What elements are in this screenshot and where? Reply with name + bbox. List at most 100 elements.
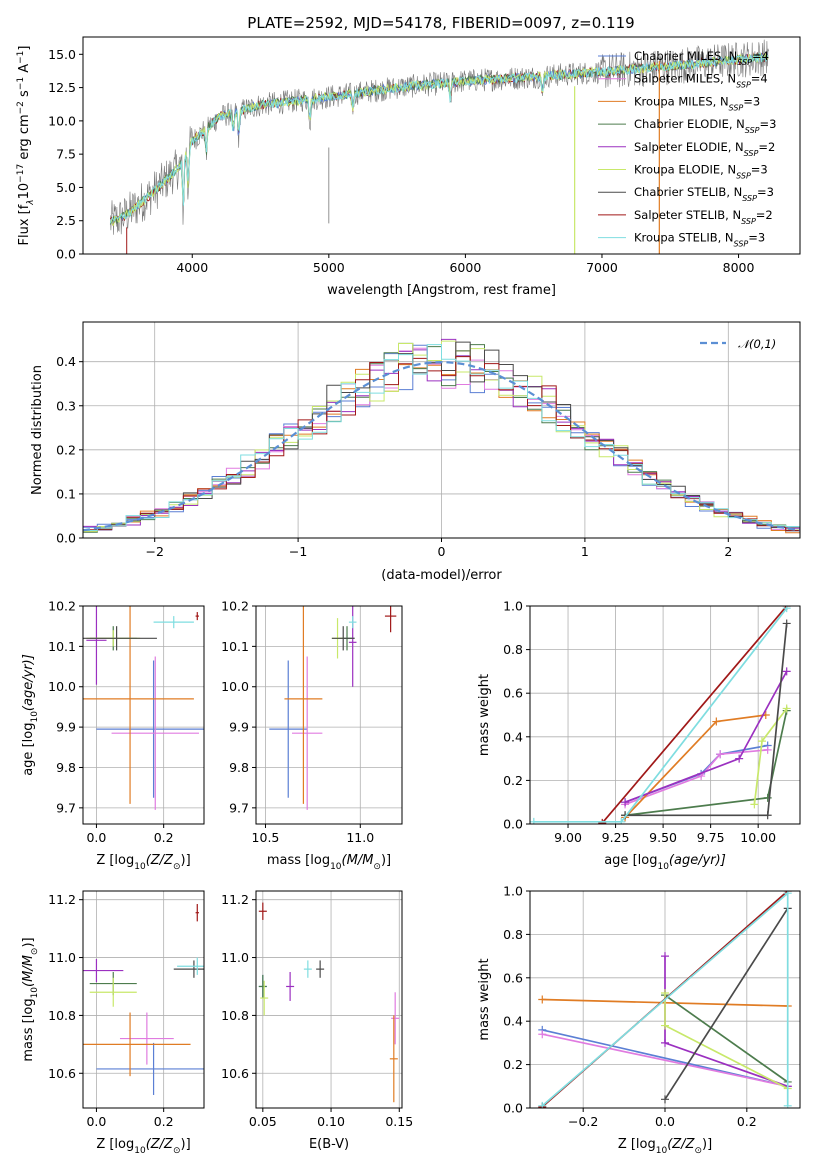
weight-series-marker [782,667,791,676]
y-tick-label: 10.6 [221,1066,249,1081]
y-axis-label: mass [log10(M/M⊙)] [21,937,40,1061]
x-tick-label: 7000 [586,260,618,275]
weight-series-marker [782,606,791,613]
y-tick-label: 0.2 [56,442,76,457]
weight-series-marker [763,811,772,820]
x-tick-label: 9.25 [602,830,630,845]
mass-weight-vs-metallicity-panel: −0.2 0.0 0.2 0.0 0.2 0.4 0.6 0.8 1.0 Z [log10(Z/Z… [477,884,801,1156]
x-tick-label: 9.50 [649,830,677,845]
weight-series-line [542,1033,788,1088]
y-tick-label: 0.4 [503,729,523,744]
x-tick-label: −0.2 [568,1114,598,1129]
x-axis-label: Z [log10(Z/Z⊙)] [96,853,190,872]
y-axis-label: mass weight [477,674,492,756]
weight-series-marker [538,1101,547,1108]
mass-vs-metallicity-panel: 0.0 0.2 10.6 10.8 11.0 11.2 Z [log10(Z/Z⊙)] mas… [21,890,205,1156]
y-tick-label: 10.8 [221,1008,249,1023]
y-tick-label: 0.1 [56,486,76,501]
legend-entry: Chabrier MILES, NSSP=4 [634,49,769,67]
age-vs-mass-panel: 10.5 11.0 9.7 9.8 9.9 10.0 10.1 10.2 mass [log10… [221,599,403,872]
weight-series-line [624,714,766,819]
x-tick-label: 0.2 [154,1114,174,1129]
weight-series-marker [750,800,759,809]
weight-series-line [664,907,789,1100]
y-tick-label: 10.0 [48,113,76,128]
weight-series-line [624,710,788,817]
y-tick-label: 0.3 [56,398,76,413]
y-tick-label: 11.2 [221,892,249,907]
x-tick-label: 0.0 [86,830,106,845]
plot-area [258,902,400,1103]
x-tick-label: 6000 [449,260,481,275]
y-tick-label: 9.8 [56,760,76,775]
axes-frame [82,890,205,1109]
x-tick-label: 0.10 [317,1114,345,1129]
x-tick-label: 0.15 [385,1114,413,1129]
weight-series-marker [621,798,630,807]
x-tick-label: 0.2 [737,1114,757,1129]
x-tick-label: 0.0 [86,1114,106,1129]
y-tick-label: 10.0 [48,679,76,694]
x-tick-label: 5000 [313,260,345,275]
x-tick-label: 0.05 [249,1114,277,1129]
axes-frame [255,890,403,1109]
weight-series-line [624,749,768,806]
x-tick-label: 9.00 [554,830,582,845]
y-tick-label: 5.0 [56,180,76,195]
y-axis-label: age [log10(age/yr)] [21,654,40,776]
legend-entry: Salpeter ELODIE, NSSP=2 [634,140,775,158]
y-tick-label: 1.0 [503,599,523,614]
weight-series-marker [783,1101,792,1108]
x-tick-label: 10.5 [252,830,280,845]
y-tick-label: 0.4 [56,354,76,369]
y-axis-label: Flux [fλ10−17 erg cm−2 s−1 A−1] [16,46,36,246]
weight-series-marker [598,818,607,824]
y-tick-label: 9.7 [56,800,76,815]
plot-area [83,338,800,538]
mass-vs-extinction-panel: 0.05 0.10 0.15 10.6 10.8 11.0 11.2 E(B-V) [221,890,413,1152]
weight-series-marker [538,995,547,1004]
x-tick-label: 9.75 [697,830,725,845]
legend-entry: Kroupa ELODIE, NSSP=3 [634,163,768,181]
y-tick-label: 0.6 [503,686,523,701]
weight-series-marker [661,1021,669,1030]
x-axis-label: Z [log10(Z/Z⊙)] [618,1137,712,1156]
y-tick-label: 11.0 [48,950,76,965]
figure-title: PLATE=2592, MJD=54178, FIBERID=0097, z=0… [247,14,634,32]
weight-series-marker [763,745,772,754]
x-axis-label: Z [log10(Z/Z⊙)] [96,1137,190,1156]
x-tick-label: 1 [581,544,589,559]
plot-area [83,606,204,810]
y-tick-label: 9.9 [229,720,249,735]
y-tick-label: 10.1 [221,639,249,654]
plot-area [530,606,791,824]
x-tick-label: 8000 [723,260,755,275]
x-tick-label: 2 [724,544,732,559]
legend-entry: Kroupa MILES, NSSP=3 [634,94,760,112]
weight-series-marker [735,754,744,763]
x-tick-label: 0.0 [655,1114,675,1129]
legend-entry: Salpeter MILES, NSSP=4 [634,72,768,90]
y-tick-label: 0.0 [56,247,76,262]
spectrum-panel: 4000 5000 6000 7000 8000 0.0 2.5 5.0 7.5 10.0 12.5… [16,36,801,298]
plot-area [109,39,769,254]
x-axis-label: age [log10(age/yr)] [604,853,726,872]
legend: Chabrier MILES, NSSP=4 Salpeter MILES, NS… [598,49,776,248]
x-tick-label: −1 [289,544,307,559]
y-tick-label: 0.6 [503,970,523,985]
y-tick-label: 7.5 [56,147,76,162]
y-tick-label: 0.0 [503,817,523,832]
y-tick-label: 12.5 [48,80,76,95]
normal-curve [83,360,800,532]
legend-entry: Salpeter STELIB, NSSP=2 [634,208,773,226]
y-tick-label: 10.6 [48,1066,76,1081]
weight-series-marker [782,619,791,628]
axes-frame [82,605,205,825]
y-tick-label: 0.4 [503,1014,523,1029]
age-vs-metallicity-panel: 0.0 0.2 9.7 9.8 9.9 10.0 10.1 10.2 Z [log10(Z/Z⊙… [21,599,205,872]
weight-series-marker [661,952,669,961]
y-tick-label: 0.0 [503,1101,523,1116]
residual-histogram-panel: −2 −1 0 1 2 0.0 0.1 0.2 0.3 0.4 𝒩(0,1) (data-model)… [30,321,801,583]
y-axis-label: Normed distribution [30,365,45,495]
x-axis-label: wavelength [Angstrom, rest frame] [327,283,556,298]
